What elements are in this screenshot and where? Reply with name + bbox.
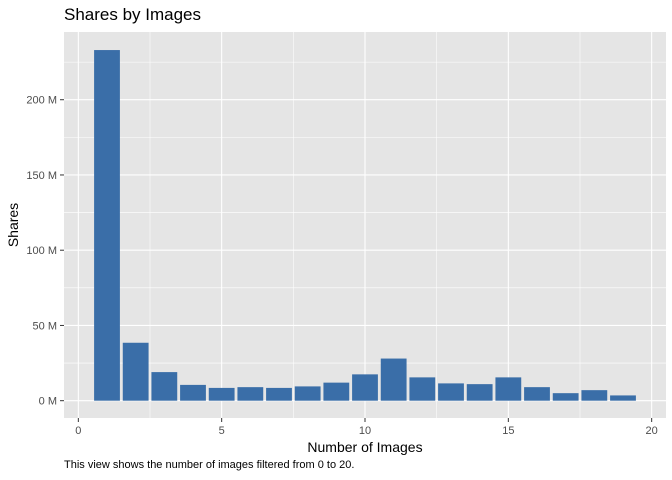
x-tick-label: 15 [502,425,514,437]
y-tick-label: 50 M [33,320,57,332]
bar [438,383,464,401]
bar [352,374,378,401]
bar [180,384,206,401]
bar [266,387,292,401]
bar [94,50,120,401]
y-axis-title: Shares [5,203,21,247]
y-tick-label: 100 M [26,245,57,257]
bar [581,390,608,401]
bar [495,377,522,401]
chart-caption: This view shows the number of images fil… [64,459,355,471]
x-axis-title: Number of Images [307,439,422,455]
bar [466,384,493,401]
bar [122,342,149,401]
y-tick-label: 200 M [26,95,57,107]
grid-major [64,32,666,418]
bars [94,50,636,401]
x-axis-ticks: 0 5 10 15 20 [75,418,658,437]
chart-title: Shares by Images [64,5,202,24]
y-tick-label: 150 M [26,170,57,182]
bar [524,387,550,401]
bar [409,377,436,401]
x-tick-label: 20 [646,425,658,437]
bar [294,386,321,401]
y-tick-label: 0 M [39,396,57,408]
x-tick-label: 0 [75,425,81,437]
bar [552,393,579,401]
bar [380,358,407,401]
x-tick-label: 5 [219,425,225,437]
bar [323,382,350,401]
bar [151,372,178,401]
x-tick-label: 10 [359,425,371,437]
bar [208,387,235,401]
y-axis-ticks: 0 M 50 M 100 M 150 M 200 M [26,95,64,408]
bar [237,387,264,401]
bar [610,395,636,401]
